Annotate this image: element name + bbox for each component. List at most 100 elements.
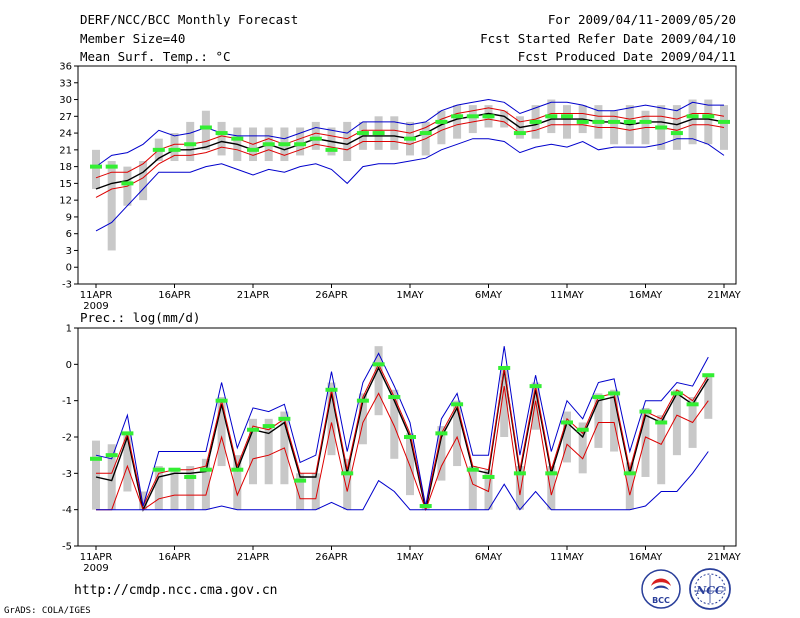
prec-spread-bar <box>249 418 257 485</box>
prec-spread-bar <box>358 393 367 445</box>
temp-xtick-label: 16MAY <box>629 290 663 301</box>
prec-spread-bar <box>374 346 383 416</box>
prec-spread-bar <box>343 458 352 510</box>
temp-observed-mark <box>623 119 636 124</box>
prec-xtick-label: 6MAY <box>475 552 503 563</box>
prec-ytick-label: -5 <box>62 542 72 553</box>
prec-ytick-label: 1 <box>66 324 72 335</box>
prec-max-envelope-line <box>95 346 709 507</box>
temp-upper-member-line <box>95 107 725 179</box>
temp-ytick-label: 18 <box>59 162 72 173</box>
temp-observed-mark <box>215 131 228 136</box>
prec-spread-bar <box>264 418 273 485</box>
temp-observed-mark <box>513 131 526 136</box>
temp-observed-mark <box>529 119 542 124</box>
prec-observed-mark <box>388 395 401 400</box>
ncc-logo-text: NCC <box>695 584 724 597</box>
temp-observed-mark <box>372 131 385 136</box>
temp-observed-mark <box>686 114 699 119</box>
temp-observed-mark <box>356 131 369 136</box>
grads-credit: GrADS: COLA/IGES <box>4 606 91 616</box>
prec-observed-mark <box>184 474 197 479</box>
prec-min-envelope-line <box>96 451 709 511</box>
prec-xtick-label: 21MAY <box>707 552 741 563</box>
prec-spread-bar <box>170 469 179 510</box>
prec-observed-mark <box>451 402 464 407</box>
prec-observed-mark <box>592 395 605 400</box>
temp-ytick-label: 33 <box>59 78 72 89</box>
prec-observed-mark <box>513 471 526 476</box>
temp-spread-bar <box>170 133 179 162</box>
bcc-logo-text: BCC <box>652 596 670 605</box>
prec-observed-mark <box>435 431 448 436</box>
temp-ytick-label: 21 <box>59 145 72 156</box>
prec-ytick-label: -1 <box>62 396 72 407</box>
forecast-period: For 2009/04/11-2009/05/20 <box>547 12 736 27</box>
prec-spread-bar <box>531 382 540 430</box>
prec-xtick-label: 11APR <box>80 552 113 563</box>
temp-spread-bar <box>296 127 305 156</box>
prec-xtick-label: 16MAY <box>629 552 663 563</box>
temp-observed-mark <box>670 131 683 136</box>
prec-observed-mark <box>639 409 652 414</box>
prec-spread-bar <box>296 473 305 510</box>
temp-spread-bar <box>453 105 462 139</box>
temp-spread-bar <box>704 99 713 145</box>
temp-ytick-label: 24 <box>59 129 72 140</box>
temp-spread-bar <box>311 121 320 150</box>
prec-observed-mark <box>105 453 118 458</box>
temp-xtick-label: 16APR <box>158 290 191 301</box>
prec-observed-mark <box>168 467 181 472</box>
temp-spread-bar <box>343 121 352 162</box>
prec-observed-mark <box>670 391 683 396</box>
temp-observed-mark <box>545 114 558 119</box>
prec-spread-bar <box>390 389 399 459</box>
temp-spread-bar <box>92 149 100 189</box>
temp-observed-mark <box>247 147 259 152</box>
temp-observed-mark <box>121 181 134 186</box>
prec-observed-mark <box>529 384 542 389</box>
temp-observed-mark <box>199 125 212 130</box>
prec-observed-mark <box>404 435 416 439</box>
temp-spread-bar <box>186 121 195 162</box>
prec-observed-mark <box>545 471 558 476</box>
prec-spread-bar <box>657 415 666 485</box>
source-url[interactable]: http://cmdp.ncc.cma.gov.cn <box>74 583 278 598</box>
temp-observed-mark <box>655 125 668 130</box>
prec-spread-bar <box>406 433 414 496</box>
temp-ytick-label: 3 <box>66 246 72 257</box>
temp-ytick-label: 36 <box>59 62 72 73</box>
temp-xtick-label: 21MAY <box>707 290 741 301</box>
temp-spread-bar <box>107 161 116 251</box>
fcst-started-date: Fcst Started Refer Date 2009/04/10 <box>480 31 736 46</box>
prec-spread-bar <box>625 462 634 510</box>
prec-observed-mark <box>231 467 244 472</box>
prec-spread-bar <box>453 400 462 467</box>
temp-spread-bar <box>201 110 210 150</box>
prec-observed-mark <box>341 471 354 476</box>
prec-observed-mark <box>623 471 636 476</box>
prec-observed-mark <box>215 398 228 403</box>
prec-spread-bar <box>92 440 100 510</box>
prec-panel-title: Prec.: log(mm/d) <box>80 310 200 325</box>
prec-spread-bar <box>201 458 210 510</box>
temp-observed-mark <box>608 119 621 124</box>
temp-ytick-label: 9 <box>66 212 72 223</box>
prec-xtick-label: 21APR <box>237 552 270 563</box>
prec-spread-bar <box>217 397 226 467</box>
prec-spread-bar <box>594 393 603 448</box>
prec-spread-bar <box>563 411 571 463</box>
prec-observed-mark <box>482 474 495 479</box>
prec-spread-bar <box>107 444 116 510</box>
prec-spread-bar <box>233 455 242 510</box>
temp-xtick-label: 21APR <box>237 290 270 301</box>
prec-spread-bar <box>154 466 163 510</box>
temp-observed-mark <box>561 114 573 119</box>
temp-observed-mark <box>451 114 464 119</box>
prec-xtick-label: 16APR <box>158 552 191 563</box>
temp-observed-mark <box>231 136 244 141</box>
temp-spread-bar <box>139 161 148 201</box>
temp-ytick-label: 0 <box>66 263 72 274</box>
temp-spread-bar <box>437 110 446 145</box>
